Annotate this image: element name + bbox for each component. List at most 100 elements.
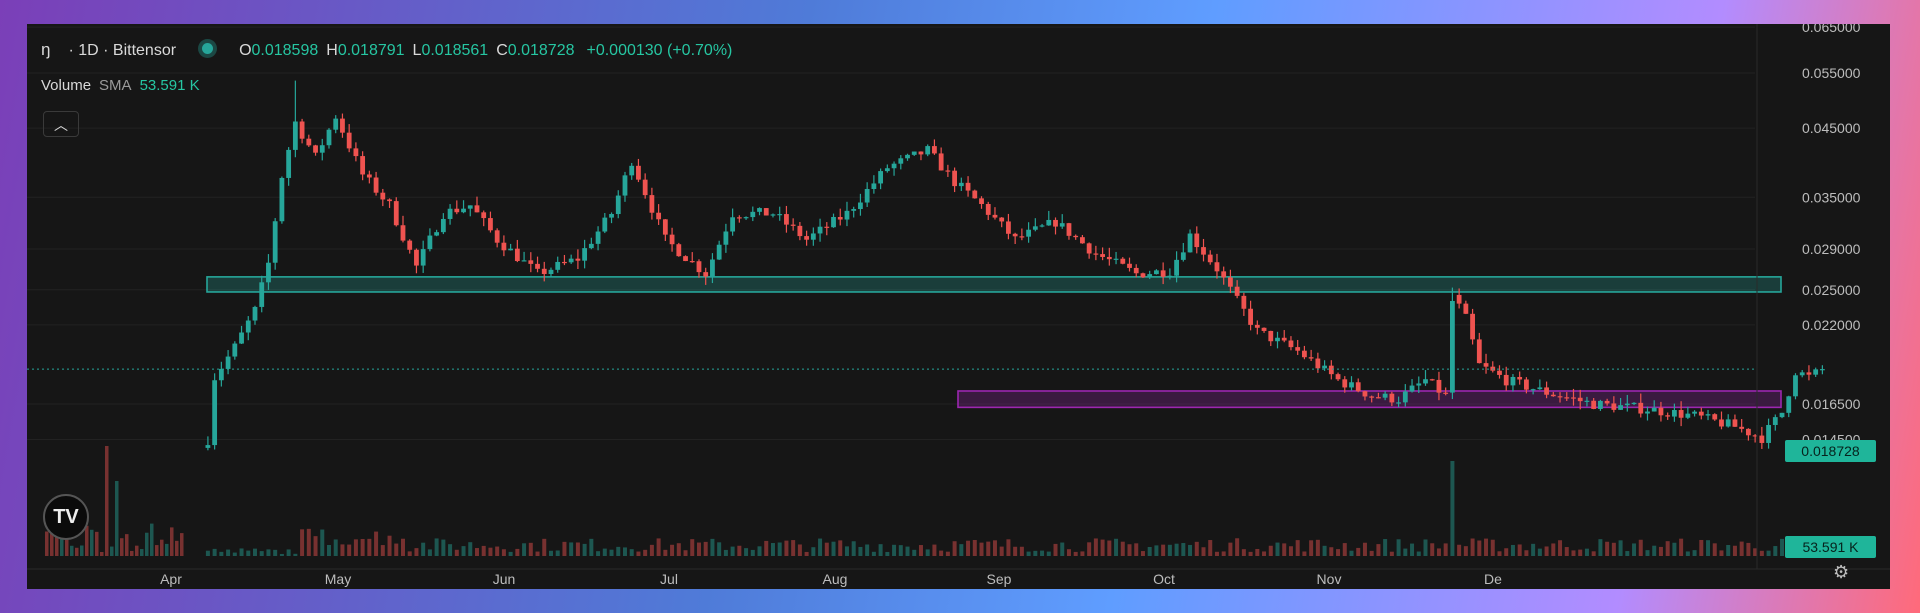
candle [1429, 379, 1435, 381]
candle [366, 174, 372, 178]
candle [1100, 254, 1105, 257]
candle [952, 170, 958, 187]
volume-bar [135, 545, 139, 556]
candle [1813, 369, 1819, 375]
candle [1719, 419, 1724, 427]
volume-bar [313, 536, 318, 556]
volume-bar [246, 550, 251, 556]
candle [1772, 417, 1778, 425]
volume-bar [952, 541, 957, 556]
volume-bar [333, 539, 338, 556]
candle [488, 218, 493, 231]
candle [831, 216, 836, 228]
candle [1611, 403, 1617, 410]
volume-bar [1181, 543, 1186, 556]
candle [790, 224, 796, 226]
volume-bar [1780, 538, 1785, 556]
volume-bar [441, 539, 446, 556]
volume-bar [1699, 539, 1704, 556]
candle [1342, 379, 1348, 388]
volume-bar [394, 543, 399, 556]
candle [1705, 414, 1711, 416]
volume-bar [972, 539, 977, 556]
candle [1436, 379, 1442, 393]
candle [1665, 415, 1671, 417]
volume-bar [1490, 539, 1495, 556]
candle [703, 272, 709, 277]
candle [1483, 363, 1489, 367]
volume-bar [892, 544, 897, 556]
volume-bar [1726, 544, 1731, 556]
volume-bar [757, 546, 762, 556]
collapse-legend-button[interactable]: ︿ [43, 111, 79, 137]
volume-bar [1504, 548, 1509, 556]
candle [1685, 413, 1691, 418]
symbol-title[interactable]: · 1D · Bittensor [68, 42, 177, 59]
candle [1793, 375, 1798, 397]
candle [1698, 411, 1704, 416]
candle [1389, 393, 1395, 403]
candle [1288, 340, 1294, 348]
candle [266, 262, 271, 283]
candle [501, 242, 507, 251]
volume-bar [979, 542, 984, 556]
volume-bar [1026, 551, 1031, 556]
candle [1302, 350, 1307, 358]
gear-icon[interactable]: ⚙ [1833, 562, 1850, 582]
volume-bar [1107, 540, 1112, 556]
candle [1409, 385, 1415, 392]
volume-bar [838, 540, 843, 556]
volume-bar [374, 531, 379, 556]
candle [622, 175, 628, 196]
candle [1207, 254, 1213, 263]
volume-bar [75, 547, 79, 556]
volume-bar [656, 538, 661, 556]
chart-panel[interactable]: 0.065000 0.055000 0.045000 0.035000 0.029000… [27, 24, 1890, 589]
volume-bar [1773, 546, 1778, 556]
volume-bar [885, 551, 890, 556]
candle [777, 214, 783, 216]
candle [205, 445, 211, 448]
volume-bar [434, 538, 439, 556]
volume-bar [300, 529, 305, 556]
volume-legend[interactable]: Volume SMA 53.591 K [41, 77, 200, 94]
volume-bar [602, 548, 607, 556]
volume-bar [320, 529, 325, 556]
candle [1712, 414, 1718, 420]
volume-bar [1322, 545, 1327, 556]
volume-bar [717, 542, 722, 556]
candle [636, 165, 641, 180]
low-key: L [412, 42, 422, 59]
volume-bar [140, 549, 144, 556]
volume-bar [1497, 551, 1502, 556]
volume-bar [130, 550, 134, 556]
volume-bar [1517, 544, 1522, 556]
volume-bar [145, 532, 149, 556]
support-zone [957, 390, 1782, 409]
candle [797, 225, 803, 237]
candle [1819, 369, 1825, 371]
candlestick-chart[interactable]: 0.065000 0.055000 0.045000 0.035000 0.029000… [27, 24, 1890, 589]
volume-bar [353, 539, 358, 556]
volume-bar [1356, 547, 1361, 556]
volume-bar [791, 540, 796, 556]
candle [1066, 223, 1072, 236]
candle [454, 208, 460, 213]
candle [784, 214, 789, 225]
close-value: 0.018728 [507, 42, 575, 59]
tradingview-logo-icon[interactable]: TV [43, 494, 89, 540]
candle [1564, 397, 1570, 399]
candle [380, 192, 386, 200]
candle [1631, 402, 1637, 405]
volume-bar [966, 540, 971, 556]
volume-bar [115, 481, 119, 556]
candle [1106, 256, 1112, 260]
volume-bar [474, 548, 479, 556]
candle [1752, 435, 1758, 437]
volume-bar [347, 544, 352, 556]
volume-bar [1645, 550, 1650, 556]
volume-bar [670, 544, 675, 556]
candle [1443, 392, 1449, 394]
volume-bar [582, 543, 587, 556]
candle [669, 234, 675, 245]
